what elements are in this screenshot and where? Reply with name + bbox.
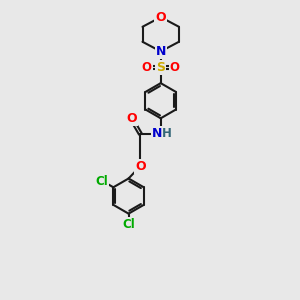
Text: O: O: [135, 160, 146, 172]
Text: O: O: [155, 11, 166, 24]
Text: N: N: [155, 45, 166, 58]
Text: O: O: [127, 112, 137, 125]
Text: Cl: Cl: [95, 176, 108, 188]
Text: H: H: [162, 128, 172, 140]
Text: N: N: [152, 128, 162, 140]
Text: O: O: [169, 61, 180, 74]
Text: O: O: [142, 61, 152, 74]
Text: Cl: Cl: [122, 218, 135, 231]
Text: S: S: [156, 61, 165, 74]
